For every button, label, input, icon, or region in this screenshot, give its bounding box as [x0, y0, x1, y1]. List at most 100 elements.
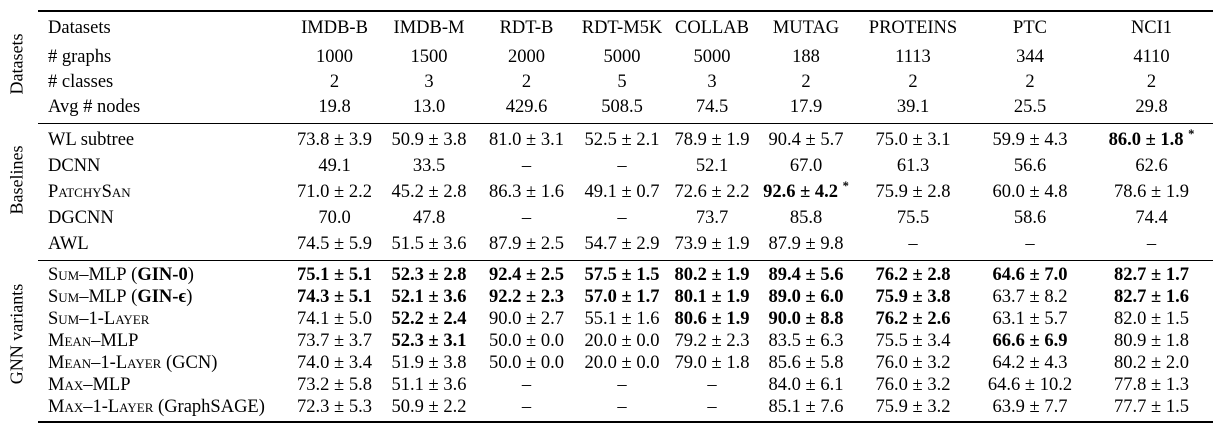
table-cell: 63.7 ± 8.2 — [992, 286, 1068, 307]
table-cell: 74.5 — [668, 95, 756, 124]
row-label: Sum–MLP (GIN-0) — [48, 264, 194, 285]
table-cell: 80.2 ± 1.9 — [674, 264, 750, 285]
table-cell: 188 — [792, 47, 820, 67]
row-label: AWL — [38, 231, 288, 261]
table-cell: 50.0 ± 0.0 — [489, 352, 564, 373]
row-label: DGCNN — [38, 205, 288, 231]
table-cell: 2 — [908, 72, 918, 92]
row-label: Mean–1-Layer (GCN) — [48, 352, 218, 373]
table-cell: 90.0 ± 8.8 — [768, 308, 844, 329]
table-cell: 80.2 ± 2.0 — [1114, 352, 1189, 373]
table-cell: 2 — [329, 72, 340, 92]
table-cell: 82.7 ± 1.7 — [1114, 264, 1189, 285]
table-cell: 54.7 ± 2.9 — [576, 231, 668, 261]
table-cell: 70.0 — [318, 207, 351, 228]
table-cell: 52.1 — [695, 155, 729, 176]
column-header: COLLAB — [675, 17, 749, 38]
table-cell: 2 — [1025, 72, 1035, 92]
table-cell: – — [521, 207, 532, 228]
method-name: Mean–1-Layer — [48, 352, 162, 373]
table-cell: 86.0 ± 1.8 * — [1108, 126, 1195, 150]
table-cell: 52.1 ± 3.6 — [391, 286, 467, 307]
table-cell: 19.8 — [288, 95, 381, 124]
table-cell: 63.1 ± 5.7 — [992, 308, 1068, 329]
row-label: DCNN — [38, 153, 288, 179]
table-cell: – — [617, 374, 627, 395]
table-cell: 5000 — [693, 47, 731, 67]
column-header: IMDB-B — [301, 17, 368, 38]
row-label-header: Datasets — [48, 17, 111, 38]
table-row: Mean–MLP 73.7 ± 3.7 52.3 ± 3.1 50.0 ± 0.0 20… — [38, 330, 1213, 352]
section-label-baselines: Baselines — [6, 145, 27, 215]
table-cell: 76.0 ± 3.2 — [875, 374, 951, 395]
table-row: # graphs 1000 1500 2000 5000 5000 188 1113 344 41… — [38, 42, 1213, 70]
table-cell: – — [521, 374, 532, 395]
table-cell: 75.9 ± 3.8 — [875, 286, 951, 307]
table-cell: 74.4 — [1135, 207, 1168, 228]
method-variant: GIN-0 — [137, 264, 188, 285]
row-label: # classes — [38, 70, 288, 95]
table-row: Mean–1-Layer (GCN) 74.0 ± 3.4 51.9 ± 3.8 50… — [38, 352, 1213, 374]
table-cell: – — [668, 396, 756, 423]
table-cell: 78.6 ± 1.9 — [1114, 181, 1189, 202]
row-label: Mean–MLP — [38, 330, 288, 352]
table-cell: 25.5 — [970, 95, 1090, 124]
table-cell: 51.9 ± 3.8 — [391, 352, 467, 373]
column-header: RDT-B — [499, 17, 554, 38]
table-cell: 52.5 ± 2.1 — [584, 129, 660, 150]
method-name: # classes — [48, 72, 114, 92]
table-cell: 78.9 ± 1.9 — [674, 129, 750, 150]
table-cell: 50.0 ± 0.0 — [489, 330, 564, 351]
row-label: PatchySan — [38, 179, 288, 205]
table-cell: 2 — [801, 72, 811, 92]
table-row: Sum–MLP (GIN-0) 75.1 ± 5.1 52.3 ± 2.8 92.4 … — [38, 261, 1213, 287]
method-name: Max–1-Layer — [48, 396, 154, 417]
row-label: Max–MLP — [38, 374, 288, 396]
method-name: DCNN — [48, 155, 101, 176]
table-cell: 87.9 ± 9.8 — [756, 231, 856, 261]
table-cell: 74.3 ± 5.1 — [297, 286, 372, 307]
table-cell: 60.0 ± 4.8 — [992, 181, 1068, 202]
table-cell: 47.8 — [412, 207, 446, 228]
table-cell: 3 — [707, 72, 717, 92]
table-cell: 52.3 ± 3.1 — [391, 330, 467, 351]
table-cell: 85.6 ± 5.8 — [768, 352, 844, 373]
table-cell: 49.1 ± 0.7 — [584, 181, 660, 202]
table-row: DGCNN 70.0 47.8 – – 73.7 85.8 75.5 58.6 74.4 — [38, 205, 1213, 231]
table-cell: 49.1 — [318, 155, 351, 176]
table-row: AWL 74.5 ± 5.9 51.5 ± 3.6 87.9 ± 2.5 54.7 ± … — [38, 231, 1213, 261]
table-cell: 57.5 ± 1.5 — [584, 264, 660, 285]
significance-star: * — [842, 178, 849, 193]
table-cell: 76.2 ± 2.6 — [875, 308, 951, 329]
table-cell: 1500 — [410, 47, 448, 67]
table-row: Sum–1-Layer 74.1 ± 5.0 52.2 ± 2.4 90.0 ± 2.… — [38, 308, 1213, 330]
table-cell: 52.2 ± 2.4 — [391, 308, 467, 329]
table-cell: – — [1090, 231, 1213, 261]
table-cell: 50.9 ± 3.8 — [391, 129, 467, 150]
table-cell: 87.9 ± 2.5 — [477, 231, 576, 261]
table-cell: 45.2 ± 2.8 — [391, 181, 467, 202]
table-cell: 73.7 ± 3.7 — [297, 330, 372, 351]
table-cell: – — [856, 231, 970, 261]
table-cell: 71.0 ± 2.2 — [297, 181, 372, 202]
table-cell: 82.7 ± 1.6 — [1114, 286, 1189, 307]
table-cell: 72.3 ± 5.3 — [288, 396, 381, 423]
row-label: Avg # nodes — [38, 95, 288, 124]
table-cell: 90.0 ± 2.7 — [489, 308, 564, 329]
table-cell: 64.6 ± 10.2 — [987, 374, 1073, 395]
column-header: PROTEINS — [868, 17, 958, 38]
method-variant: GraphSAGE — [164, 396, 259, 417]
table-row: Avg # nodes 19.8 13.0 429.6 508.5 74.5 17.9 39.… — [38, 95, 1213, 124]
table-cell: 74.0 ± 3.4 — [297, 352, 372, 373]
table-cell: 2000 — [508, 47, 545, 67]
table-row: Sum–MLP (GIN-ϵ) 74.3 ± 5.1 52.1 ± 3.6 92.2 … — [38, 286, 1213, 308]
table-cell: 90.4 ± 5.7 — [768, 129, 844, 150]
table-cell: 86.3 ± 1.6 — [489, 181, 564, 202]
column-header: RDT-M5K — [581, 17, 663, 38]
table-row: WL subtree 73.8 ± 3.9 50.9 ± 3.8 81.0 ± 3.1… — [38, 124, 1213, 154]
row-label: Max–1-Layer (GraphSAGE) — [38, 396, 288, 423]
table-cell: 59.9 ± 4.3 — [992, 129, 1068, 150]
table-cell: 85.8 — [789, 207, 823, 228]
table-cell: 429.6 — [477, 95, 576, 124]
method-name: Max–MLP — [48, 374, 131, 395]
